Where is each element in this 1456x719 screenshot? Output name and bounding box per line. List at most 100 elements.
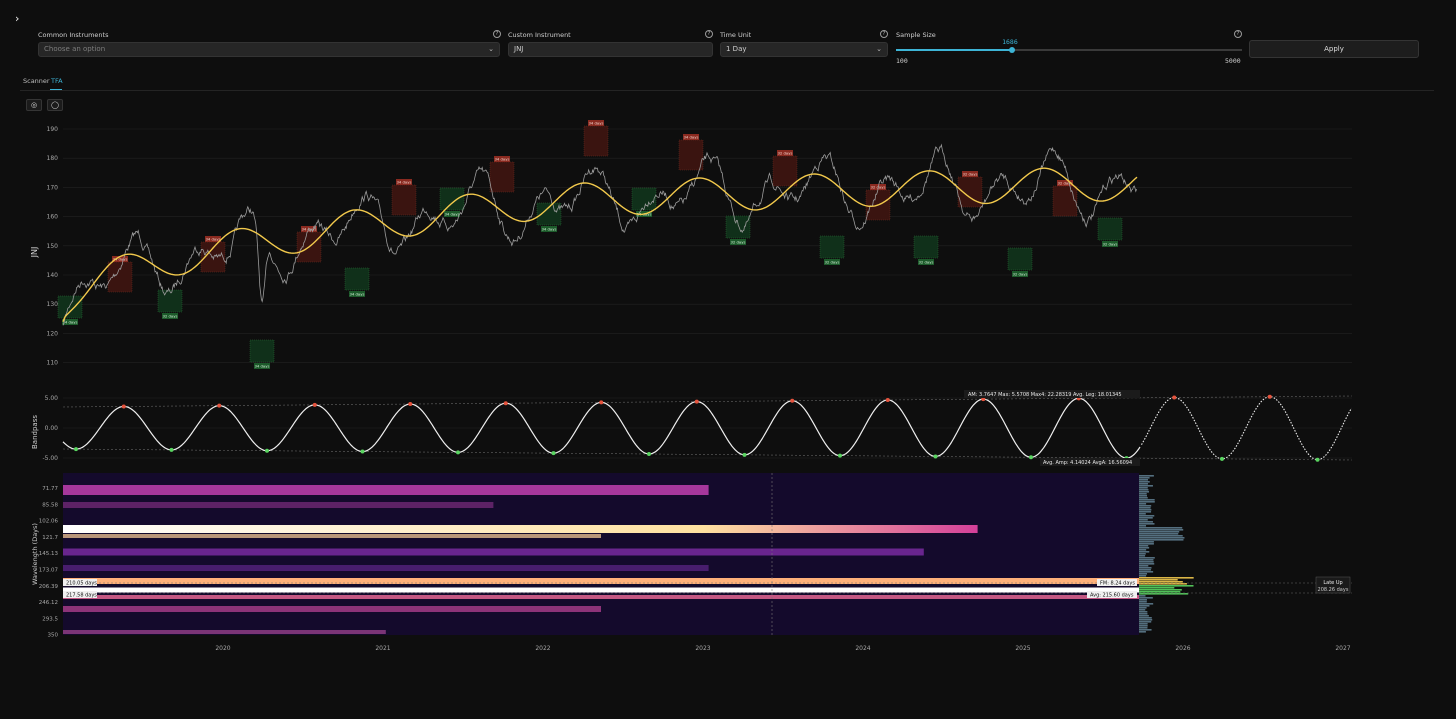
- trough-dot: [1029, 455, 1033, 460]
- help-icon[interactable]: ?: [705, 30, 713, 38]
- histogram-bar: [1139, 569, 1151, 571]
- tab-tfa[interactable]: TFA: [51, 77, 63, 85]
- histogram-bar: [1139, 625, 1148, 627]
- histogram-bar: [1139, 595, 1146, 597]
- target-icon[interactable]: ◎: [26, 99, 42, 111]
- peak-label-bg: [1057, 180, 1073, 186]
- peak-zone: [678, 139, 704, 171]
- histogram-bar: [1139, 527, 1183, 529]
- histogram-bar: [1139, 611, 1148, 613]
- trough-zone: [344, 267, 370, 291]
- peak-label: 34 days: [396, 180, 411, 185]
- marker-label: 210.05 days: [66, 581, 97, 587]
- slider-value: 1686: [1002, 38, 1018, 46]
- tab-scanner[interactable]: Scanner: [23, 77, 50, 85]
- trend-line: [62, 167, 1138, 322]
- slider-min: 100: [896, 57, 908, 65]
- trough-dot: [647, 452, 651, 457]
- help-icon[interactable]: ?: [1234, 30, 1242, 38]
- trough-dot: [933, 454, 938, 459]
- peak-dot: [121, 404, 126, 409]
- histogram-bar: [1139, 623, 1148, 625]
- slider-max: 5000: [1225, 57, 1241, 65]
- trough-label: 32 days: [824, 260, 839, 265]
- histogram-bar: [1139, 537, 1185, 539]
- peak-dot: [981, 397, 986, 402]
- price-panel: 190 180 170 160 150 140 130 120 110 JNJ 34 days 3…: [30, 120, 1352, 369]
- histogram-bar: [1139, 539, 1184, 541]
- spectral-band: [63, 485, 709, 495]
- peak-dot: [312, 402, 317, 407]
- trough-label-bg: [254, 363, 270, 369]
- x-tick-label: 2022: [535, 645, 550, 652]
- peak-label: 34 days: [494, 157, 509, 162]
- peak-label-bg: [588, 120, 604, 126]
- y-tick-label: 102.06: [39, 519, 59, 525]
- apply-button[interactable]: Apply: [1249, 40, 1419, 58]
- x-tick-label: 2024: [855, 645, 870, 652]
- y-tick-label: 190: [47, 126, 59, 133]
- y-tick-label: 0.00: [45, 425, 59, 432]
- histogram-bar: [1139, 525, 1147, 527]
- peak-label: 34 days: [588, 121, 603, 126]
- custom-instrument-label: Custom Instrument: [508, 31, 571, 39]
- marker-label: Avg: 215.60 days: [1090, 593, 1134, 599]
- custom-instrument-input[interactable]: JNJ: [508, 42, 713, 57]
- y-tick-label: 206.39: [39, 584, 59, 590]
- chevron-right-icon[interactable]: ›: [15, 12, 20, 25]
- time-unit-select[interactable]: 1 Day ⌄: [720, 42, 888, 57]
- price-ylabel: JNJ: [30, 247, 39, 259]
- trough-zone: [913, 235, 939, 259]
- trough-zone: [1097, 217, 1123, 241]
- trough-label: 32 days: [162, 314, 177, 319]
- trough-label: 34 days: [349, 292, 364, 297]
- y-tick-label: 120: [47, 330, 59, 337]
- tab-divider: [20, 90, 1434, 91]
- x-tick-label: 2027: [1335, 645, 1350, 652]
- stats-bottom-bg: [1040, 458, 1140, 466]
- chevron-down-icon: ⌄: [488, 45, 494, 53]
- bandpass-envelope-bottom: [62, 448, 1353, 461]
- status-title: Late Up: [1323, 580, 1342, 586]
- histogram-bar: [1139, 543, 1154, 545]
- peak-label-bg: [112, 256, 128, 262]
- histogram-bar: [1139, 489, 1149, 491]
- histogram-bar: [1139, 531, 1180, 533]
- trough-label: 34 days: [541, 227, 556, 232]
- histogram-bar: [1139, 583, 1187, 585]
- spectral-band: [63, 630, 386, 634]
- peak-label-bg: [396, 179, 412, 185]
- peak-label-bg: [962, 171, 978, 177]
- custom-instrument-value: JNJ: [514, 45, 524, 53]
- help-icon[interactable]: ?: [493, 30, 501, 38]
- help-icon[interactable]: ?: [880, 30, 888, 38]
- trough-zone: [631, 187, 657, 211]
- histogram-bar: [1139, 521, 1153, 523]
- marker-label: FM: 8.24 days: [1100, 581, 1135, 587]
- x-axis: 2020 2021 2022 2023 2024 2025 2026 2027: [215, 645, 1350, 652]
- y-tick-label: 145.13: [39, 551, 59, 557]
- bandpass-ylabel: Bandpass: [31, 415, 39, 449]
- crosshair-icon[interactable]: ◯: [47, 99, 63, 111]
- trough-zone: [249, 339, 275, 363]
- sample-size-slider[interactable]: 1686: [896, 38, 1242, 61]
- y-tick-label: -5.00: [42, 455, 58, 462]
- x-tick-label: 2021: [375, 645, 390, 652]
- histogram-bar: [1139, 559, 1154, 561]
- slider-thumb[interactable]: [1009, 46, 1016, 53]
- histogram-bar: [1139, 555, 1146, 557]
- peak-zone: [489, 161, 515, 193]
- trough-dot: [265, 448, 269, 453]
- sample-size-label: Sample Size: [896, 31, 936, 39]
- histogram-bar: [1139, 475, 1154, 477]
- histogram-bar: [1139, 627, 1148, 629]
- histogram-bar: [1139, 593, 1189, 595]
- spectral-band: [63, 534, 601, 538]
- histogram-bar: [1139, 505, 1152, 507]
- histogram-bar: [1139, 477, 1150, 479]
- stats-top-bg: [964, 390, 1140, 398]
- histogram-bar: [1139, 571, 1154, 573]
- peak-label: 34 days: [683, 135, 698, 140]
- histogram-bar: [1139, 563, 1155, 565]
- common-instruments-select[interactable]: Choose an option ⌄: [38, 42, 500, 57]
